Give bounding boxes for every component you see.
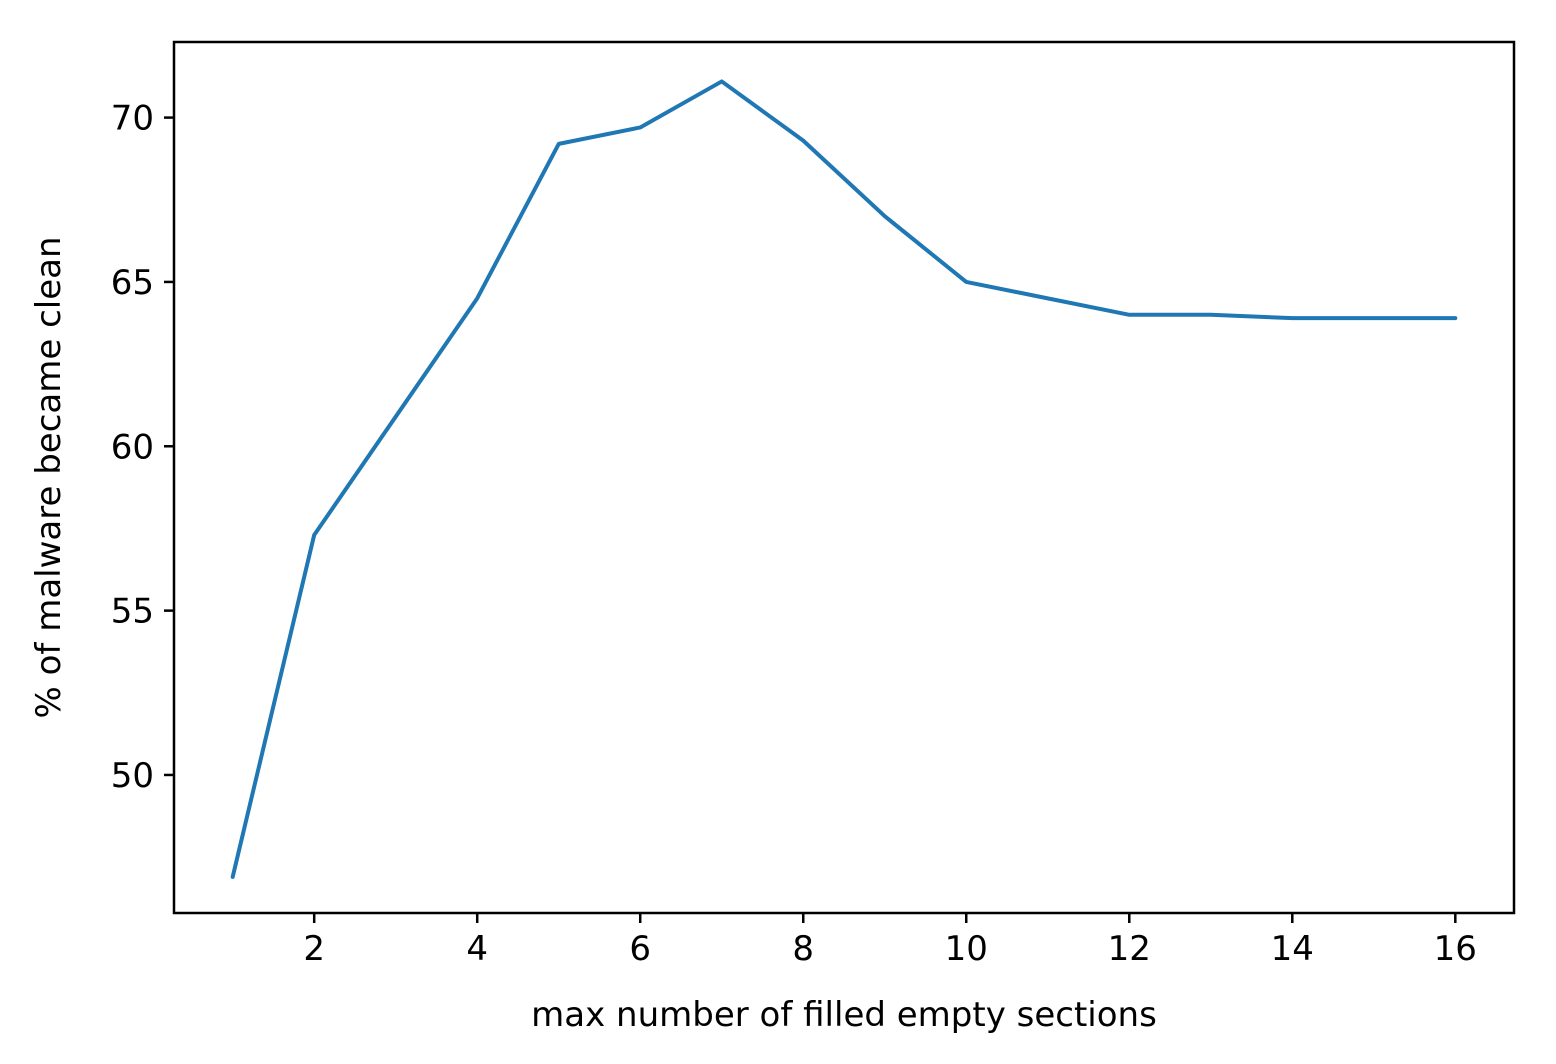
x-tick-label: 14 — [1271, 929, 1314, 969]
y-tick-label: 70 — [111, 99, 154, 139]
y-tick-label: 65 — [111, 263, 154, 303]
series-layer — [230, 79, 1458, 879]
x-tick-label: 12 — [1108, 929, 1151, 969]
series-line — [230, 79, 1458, 879]
x-tick-label: 2 — [303, 929, 325, 969]
data-point — [231, 875, 235, 879]
data-point — [801, 139, 805, 143]
data-point — [394, 415, 398, 419]
data-point — [557, 142, 561, 146]
y-axis-label: % of malware became clean — [29, 236, 69, 718]
y-tick-label: 60 — [111, 427, 154, 467]
x-tick-label: 6 — [629, 929, 651, 969]
data-point — [1209, 313, 1213, 317]
ticks-layer: 2 4 6 8 10 12 14 16 50 55 60 65 70 — [111, 99, 1477, 969]
x-tick-label: 16 — [1434, 929, 1477, 969]
y-tick-label: 55 — [111, 592, 154, 632]
data-point — [638, 125, 642, 129]
data-point — [1290, 316, 1294, 320]
data-point — [1453, 316, 1457, 320]
x-axis-label: max number of filled empty sections — [531, 995, 1157, 1035]
data-point — [883, 214, 887, 218]
data-point — [720, 79, 724, 83]
x-tick-label: 4 — [466, 929, 488, 969]
x-tick-label: 10 — [945, 929, 988, 969]
data-point — [964, 280, 968, 284]
y-tick-label: 50 — [111, 756, 154, 796]
data-point — [1046, 296, 1050, 300]
data-point — [1127, 313, 1131, 317]
data-point — [475, 296, 479, 300]
data-point — [312, 533, 316, 537]
x-tick-label: 8 — [792, 929, 814, 969]
data-point — [1372, 316, 1376, 320]
plot-frame — [172, 40, 1516, 915]
